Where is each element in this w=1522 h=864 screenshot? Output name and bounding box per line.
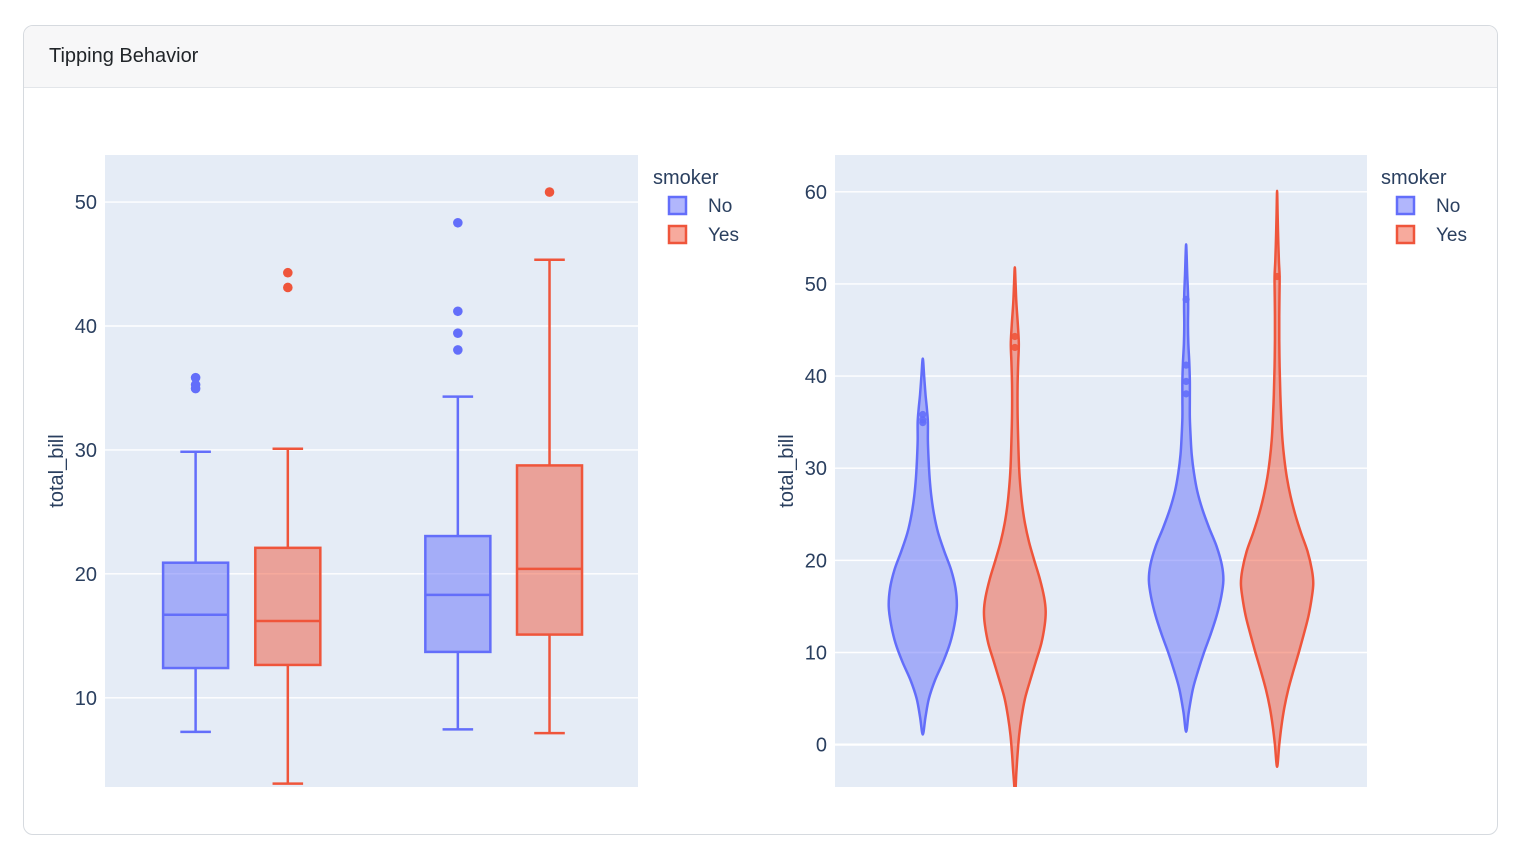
- box-figure: 10 20 30 40 50 total_bill smoker No Yes: [46, 155, 739, 787]
- box-yes: [515, 187, 584, 735]
- violin-point: [1011, 343, 1019, 352]
- outlier-point: [453, 306, 463, 317]
- legend-item-no[interactable]: No: [1395, 195, 1460, 217]
- y-tick-label: 10: [75, 688, 97, 710]
- violin-point: [1011, 332, 1019, 341]
- outlier-point: [453, 345, 463, 355]
- violin-point: [1182, 361, 1190, 369]
- legend-label: No: [708, 196, 732, 217]
- box-no: [161, 372, 230, 734]
- violin-no: [887, 357, 959, 736]
- card-header: Tipping Behavior: [24, 26, 1497, 88]
- legend: smoker No Yes: [1381, 167, 1467, 246]
- card-title: Tipping Behavior: [49, 45, 199, 67]
- violin-point: [1182, 390, 1190, 398]
- outlier-point: [544, 187, 555, 197]
- outlier-point: [283, 282, 293, 293]
- violin-shape: [982, 266, 1047, 787]
- legend-swatch-no: [1395, 195, 1416, 216]
- violin-yes: [1239, 189, 1315, 768]
- violin-shape: [887, 357, 959, 736]
- violin-yes: [982, 266, 1047, 787]
- y-axis-title: total_bill: [46, 434, 68, 507]
- legend-title: smoker: [1381, 167, 1447, 189]
- outlier-point: [453, 328, 463, 338]
- y-tick-label: 10: [805, 642, 827, 664]
- legend-label: Yes: [1436, 225, 1467, 246]
- box-no: [424, 217, 492, 731]
- y-tick-label: 50: [75, 192, 97, 214]
- y-tick-label: 20: [805, 550, 827, 572]
- legend-swatch-yes: [667, 224, 688, 245]
- legend-item-yes[interactable]: Yes: [667, 224, 739, 246]
- violin-figure: 0 10 20 30 40 50 60 total_bill smoker No Yes: [776, 155, 1467, 787]
- y-tick-label: 40: [805, 366, 827, 388]
- violin-no: [1147, 243, 1225, 733]
- violin-point: [919, 416, 927, 424]
- y-tick-label: 30: [805, 458, 827, 480]
- legend: smoker No Yes: [653, 167, 739, 246]
- outlier-point: [190, 379, 201, 390]
- violin-shape: [1147, 243, 1225, 733]
- violin-point: [1273, 272, 1281, 281]
- violin-point: [1182, 377, 1190, 386]
- y-tick-label: 0: [816, 735, 827, 757]
- legend-swatch-no: [667, 195, 688, 216]
- legend-item-yes[interactable]: Yes: [1395, 224, 1467, 246]
- outlier-point: [190, 372, 201, 383]
- y-tick-label: 30: [75, 440, 97, 462]
- legend-label: Yes: [708, 225, 739, 246]
- y-tick-label: 60: [805, 182, 827, 204]
- violin-point: [1182, 295, 1190, 303]
- y-axis-title: total_bill: [776, 434, 798, 507]
- outlier-point: [283, 267, 293, 278]
- y-tick-label: 40: [75, 316, 97, 338]
- y-tick-label: 20: [75, 564, 97, 586]
- violin-point: [919, 410, 927, 419]
- legend-swatch-yes: [1395, 224, 1416, 245]
- legend-title: smoker: [653, 167, 719, 189]
- violin-shape: [1239, 189, 1315, 768]
- legend-label: No: [1436, 196, 1460, 217]
- y-tick-label: 50: [805, 274, 827, 296]
- box-yes: [254, 267, 322, 785]
- outlier-point: [453, 217, 463, 228]
- legend-item-no[interactable]: No: [667, 195, 732, 217]
